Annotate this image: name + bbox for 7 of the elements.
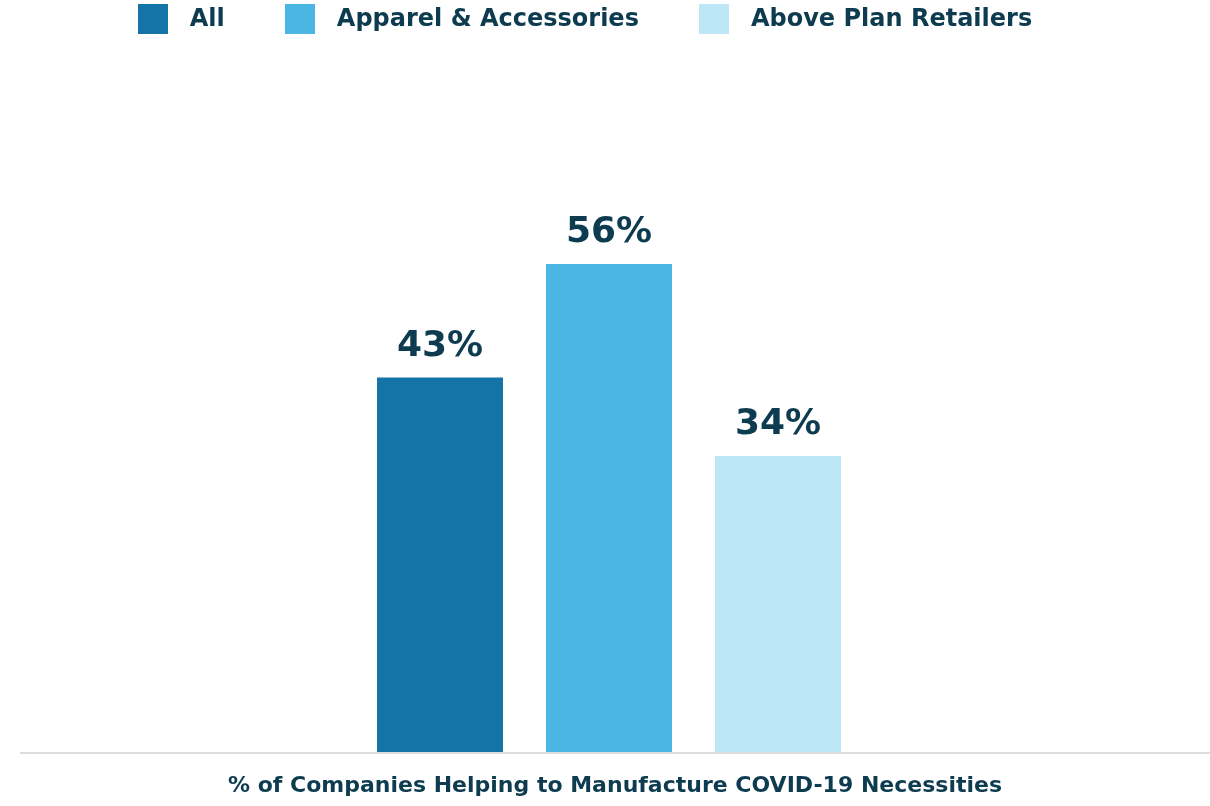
legend-label: Above Plan Retailers [750,4,1033,32]
data-label: 56% [565,209,653,250]
data-label: 43% [396,322,484,364]
x-axis-title: % of Companies Helping to Manufacture COVID-19 Necessities [228,772,1002,797]
data-label: 34% [734,401,822,443]
legend-label: All [189,4,225,32]
legend-label: Apparel & Accessories [336,4,639,32]
